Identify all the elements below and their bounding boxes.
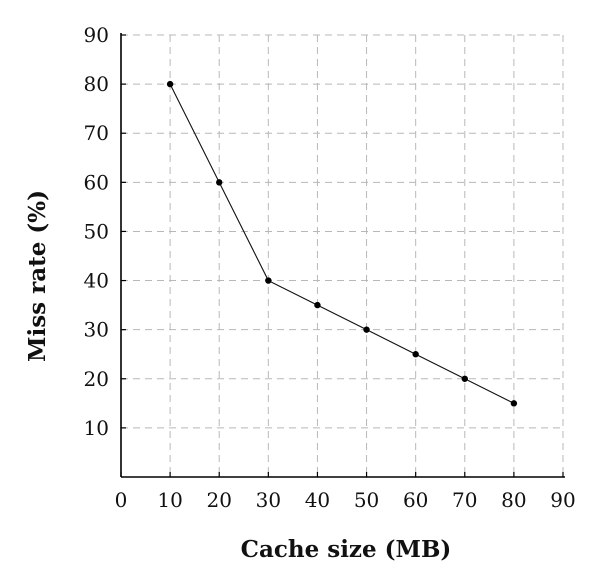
x-tick-label: 0 xyxy=(115,488,128,512)
x-tick-label: 80 xyxy=(501,488,526,512)
y-tick-label: 90 xyxy=(84,23,109,47)
x-axis-title: Cache size (MB) xyxy=(241,536,452,563)
data-point xyxy=(166,80,174,88)
data-point xyxy=(461,375,468,382)
data-point xyxy=(363,326,370,333)
data-point xyxy=(510,400,518,407)
y-tick-label: 50 xyxy=(84,219,109,243)
y-axis-title: Miss rate (%) xyxy=(24,190,51,362)
data-point xyxy=(216,179,223,186)
axes xyxy=(120,33,565,478)
y-tick-label: 30 xyxy=(84,318,109,342)
grid xyxy=(121,34,564,477)
data-point xyxy=(265,277,272,284)
x-tick-label: 90 xyxy=(550,488,575,512)
y-tick-label: 60 xyxy=(84,170,109,194)
x-tick-label: 50 xyxy=(354,488,379,512)
x-tick-label: 10 xyxy=(157,488,182,512)
x-tick-label: 40 xyxy=(305,488,330,512)
series xyxy=(166,80,518,407)
data-point xyxy=(412,351,419,358)
x-tick-label: 20 xyxy=(206,488,231,512)
y-tick-label: 80 xyxy=(84,72,109,96)
y-tick-label: 40 xyxy=(84,269,109,293)
series-line xyxy=(169,83,515,404)
x-tick-label: 60 xyxy=(403,488,428,512)
x-tick-label: 70 xyxy=(452,488,477,512)
ticks: 0 10 20 30 40 50 60 70 80 90 10 20 30 40 50 60 70 80 90 xyxy=(84,23,576,512)
data-point xyxy=(314,301,321,309)
y-tick-label: 70 xyxy=(84,121,109,145)
y-tick-label: 10 xyxy=(84,416,109,440)
y-tick-label: 20 xyxy=(84,367,109,391)
x-tick-label: 30 xyxy=(256,488,281,512)
